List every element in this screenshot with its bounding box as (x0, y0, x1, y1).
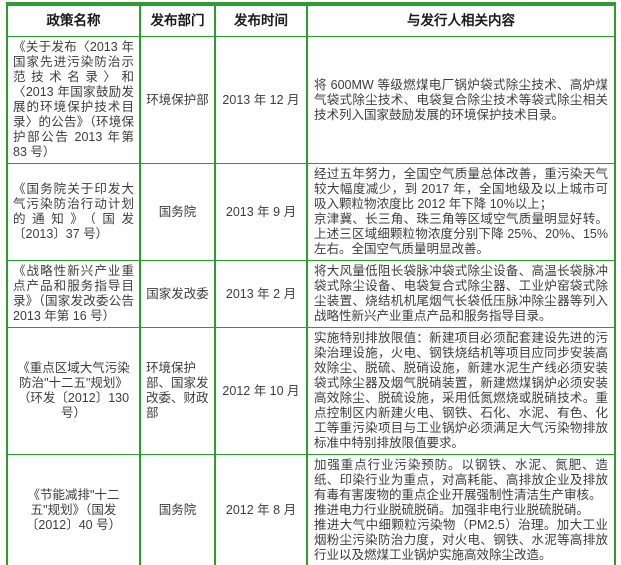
table-row: 《节能减排"十二五"规划》（国发〔2012〕40 号） 国务院 2012 年 8… (6, 454, 615, 565)
issuer-content-cell: 加强重点行业污染预防。以钢铁、水泥、氮肥、造纸、印染行业为重点，对高耗能、高排放… (306, 454, 615, 565)
issuer-content-cell: 经过五年努力，全国空气质量总体改善，重污染天气较大幅度减少，到 2017 年，全… (306, 163, 615, 261)
content-paragraph: 经过五年努力，全国空气质量总体改善，重污染天气较大幅度减少，到 2017 年，全… (314, 167, 608, 211)
column-header-publish-date: 发布时间 (214, 3, 307, 37)
publish-date-cell: 2013 年 2 月 (214, 260, 307, 328)
table-body: 《关于发布〈2013 年国家先进污染防治示范技术名录〉和〈2013 年国家鼓励发… (6, 36, 615, 565)
content-paragraph: 实施特别排放限值：新建项目必须配套建设先进的污染治理设施，火电、钢铁烧结机等项目… (314, 331, 608, 450)
table-row: 《战略性新兴产业重点产品和服务指导目录》（国家发改委公告 2013 年第 16 … (6, 260, 615, 328)
policy-table: 政策名称 发布部门 发布时间 与发行人相关内容 《关于发布〈2013 年国家先进… (6, 2, 616, 565)
column-header-department: 发布部门 (139, 3, 215, 37)
table-header: 政策名称 发布部门 发布时间 与发行人相关内容 (6, 3, 615, 37)
content-paragraph: 将大风量低阻长袋脉冲袋式除尘设备、高温长袋脉冲袋式除尘设备、电袋复合式除尘器、工… (314, 264, 608, 323)
content-paragraph: 加强重点行业污染预防。以钢铁、水泥、氮肥、造纸、印染行业为重点，对高耗能、高排放… (314, 458, 608, 502)
column-header-issuer-content: 与发行人相关内容 (306, 3, 615, 37)
publish-date-cell: 2013 年 9 月 (214, 163, 307, 261)
publish-date-cell: 2012 年 10 月 (214, 327, 307, 455)
header-row: 政策名称 发布部门 发布时间 与发行人相关内容 (6, 3, 615, 37)
policy-name-cell: 《重点区域大气污染防治"十二五"规划》（环发〔2012〕130 号） (6, 327, 140, 455)
policy-name-cell: 《战略性新兴产业重点产品和服务指导目录》（国家发改委公告 2013 年第 16 … (6, 260, 140, 328)
policy-name-cell: 《节能减排"十二五"规划》（国发〔2012〕40 号） (6, 454, 140, 565)
publish-date-cell: 2013 年 12 月 (214, 36, 307, 164)
content-paragraph: 京津冀、长三角、珠三角等区域空气质量明显好转。上述三区域细颗粒物浓度分别下降 2… (314, 212, 608, 256)
department-cell: 国家发改委 (139, 260, 215, 328)
issuer-content-cell: 将 600MW 等级燃煤电厂锅炉袋式除尘技术、高炉煤气袋式除尘技术、电袋复合除尘… (306, 36, 615, 164)
policy-name-cell: 《国务院关于印发大气污染防治行动计划的通知》（国发〔2013〕37 号） (6, 163, 140, 261)
content-paragraph: 推进电力行业脱硫脱硝。加强非电行业脱硫脱硝。 (314, 503, 590, 517)
publish-date-cell: 2012 年 8 月 (214, 454, 307, 565)
department-cell: 环境保护部 (139, 36, 215, 164)
content-paragraph: 将 600MW 等级燃煤电厂锅炉袋式除尘技术、高炉煤气袋式除尘技术、电袋复合除尘… (314, 77, 608, 122)
department-cell: 国务院 (139, 163, 215, 261)
department-cell: 环境保护部、国家发改委、财政部 (139, 327, 215, 455)
department-cell: 国务院 (139, 454, 215, 565)
content-paragraph: 推进大气中细颗粒污染物（PM2.5）治理。加大工业烟粉尘污染防治力度，对火电、钢… (314, 518, 608, 562)
table-row: 《国务院关于印发大气污染防治行动计划的通知》（国发〔2013〕37 号） 国务院… (6, 163, 615, 261)
policy-name-cell: 《关于发布〈2013 年国家先进污染防治示范技术名录〉和〈2013 年国家鼓励发… (6, 36, 140, 164)
column-header-policy-name: 政策名称 (6, 3, 140, 37)
issuer-content-cell: 将大风量低阻长袋脉冲袋式除尘设备、高温长袋脉冲袋式除尘设备、电袋复合式除尘器、工… (306, 260, 615, 328)
table-row: 《重点区域大气污染防治"十二五"规划》（环发〔2012〕130 号） 环境保护部… (6, 327, 615, 455)
issuer-content-cell: 实施特别排放限值：新建项目必须配套建设先进的污染治理设施，火电、钢铁烧结机等项目… (306, 327, 615, 455)
table-row: 《关于发布〈2013 年国家先进污染防治示范技术名录〉和〈2013 年国家鼓励发… (6, 36, 615, 164)
